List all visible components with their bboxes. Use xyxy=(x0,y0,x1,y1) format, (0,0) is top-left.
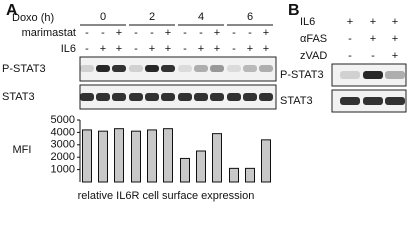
band xyxy=(178,65,192,72)
sign: + xyxy=(392,50,398,62)
band xyxy=(80,93,94,101)
band xyxy=(227,93,241,101)
row-label: IL6 xyxy=(61,43,76,55)
blot-label: STAT3 xyxy=(280,95,313,107)
doxo-label: Doxo (h) xyxy=(12,12,54,24)
band xyxy=(210,65,224,72)
band xyxy=(243,65,257,72)
time-label: 2 xyxy=(149,11,155,23)
band xyxy=(340,71,360,79)
row-label: IL6 xyxy=(300,16,315,28)
y-tick-label: 2000 xyxy=(51,151,75,163)
bar xyxy=(229,167,239,183)
sign: + xyxy=(100,43,106,55)
bar xyxy=(245,167,255,183)
sign: + xyxy=(198,43,204,55)
bar xyxy=(131,130,141,183)
band xyxy=(210,93,224,101)
band xyxy=(145,65,159,72)
blot-label: STAT3 xyxy=(2,91,35,103)
sign: + xyxy=(165,27,171,39)
sign: - xyxy=(232,43,236,55)
sign: - xyxy=(183,43,187,55)
y-axis-label: MFI xyxy=(13,144,32,156)
row-label: αFAS xyxy=(300,33,327,45)
band xyxy=(227,65,241,72)
band xyxy=(194,93,208,101)
time-label: 4 xyxy=(198,11,204,23)
time-label: 0 xyxy=(100,11,106,23)
sign: + xyxy=(392,16,398,28)
band xyxy=(259,65,273,72)
sign: + xyxy=(263,43,269,55)
bar xyxy=(98,130,108,183)
band xyxy=(96,65,110,72)
panel-label: A xyxy=(6,2,18,19)
sign: + xyxy=(116,43,122,55)
sign: - xyxy=(199,27,203,39)
band xyxy=(363,71,383,79)
bar xyxy=(114,128,124,183)
sign: + xyxy=(165,43,171,55)
y-tick-label: 1000 xyxy=(51,164,75,176)
sign: - xyxy=(232,27,236,39)
y-tick-label: 4000 xyxy=(51,126,75,138)
sign: - xyxy=(85,27,89,39)
band xyxy=(161,65,175,72)
band xyxy=(129,65,143,72)
band xyxy=(385,97,405,105)
y-tick-label: 3000 xyxy=(51,139,75,151)
sign: - xyxy=(248,27,252,39)
sign: - xyxy=(348,50,352,62)
figure: A Doxo (h) B MFI relative IL6R cell surf… xyxy=(2,2,407,202)
band xyxy=(178,93,192,101)
band xyxy=(340,97,360,105)
bar xyxy=(261,139,271,183)
bar xyxy=(147,129,157,183)
band xyxy=(161,93,175,101)
bar xyxy=(196,150,206,183)
y-tick-label: 5000 xyxy=(51,114,75,126)
band xyxy=(259,93,273,101)
band xyxy=(385,71,405,79)
sign: + xyxy=(370,16,376,28)
sign: + xyxy=(370,33,376,45)
blot-label: P-STAT3 xyxy=(280,69,324,81)
bar xyxy=(163,128,173,183)
band xyxy=(96,93,110,101)
sign: + xyxy=(149,43,155,55)
row-label: marimastat xyxy=(22,27,76,39)
bar xyxy=(212,133,222,183)
sign: - xyxy=(348,33,352,45)
band xyxy=(129,93,143,101)
sign: - xyxy=(371,50,375,62)
sign: + xyxy=(392,33,398,45)
band xyxy=(363,97,383,105)
sign: + xyxy=(247,43,253,55)
row-label: zVAD xyxy=(300,50,327,62)
sign: - xyxy=(150,27,154,39)
sign: - xyxy=(101,27,105,39)
band xyxy=(243,93,257,101)
sign: - xyxy=(183,27,187,39)
time-label: 6 xyxy=(247,11,253,23)
bar xyxy=(82,129,92,183)
band xyxy=(80,65,94,72)
sign: - xyxy=(85,43,89,55)
sign: + xyxy=(263,27,269,39)
band xyxy=(145,93,159,101)
x-axis-label: relative IL6R cell surface expression xyxy=(78,190,255,202)
bar xyxy=(180,157,190,183)
sign: + xyxy=(214,27,220,39)
sign: - xyxy=(134,27,138,39)
band xyxy=(194,65,208,72)
sign: - xyxy=(134,43,138,55)
panel-label: B xyxy=(288,2,300,19)
sign: + xyxy=(116,27,122,39)
blot-label: P-STAT3 xyxy=(2,63,46,75)
band xyxy=(112,65,126,72)
sign: + xyxy=(347,16,353,28)
band xyxy=(112,93,126,101)
sign: + xyxy=(214,43,220,55)
